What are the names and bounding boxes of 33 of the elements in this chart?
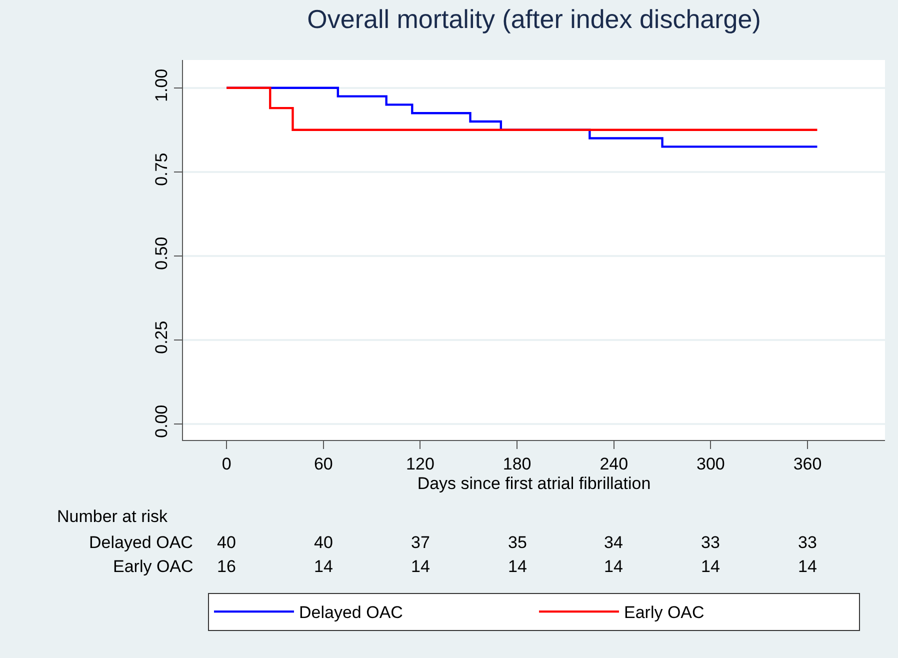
x-tick-label: 300: [696, 454, 725, 474]
text: 14: [798, 557, 817, 576]
text: 40: [314, 533, 333, 552]
text: 34: [604, 533, 623, 552]
y-tick-label: 0.75: [152, 152, 172, 186]
text: Delayed OAC: [89, 533, 193, 552]
y-tick-label: 0.00: [152, 404, 172, 438]
x-tick-label: 60: [314, 454, 333, 474]
text: 14: [314, 557, 333, 576]
text: 35: [508, 533, 527, 552]
legend-label: Delayed OAC: [299, 603, 403, 622]
text: 14: [604, 557, 623, 576]
y-tick-label: 1.00: [152, 68, 172, 102]
text: 14: [411, 557, 430, 576]
x-tick-label: 120: [406, 454, 434, 474]
x-tick-label: 180: [502, 454, 532, 474]
text: 16: [217, 557, 236, 576]
x-tick-label: 360: [793, 454, 822, 474]
text: 37: [411, 533, 430, 552]
legend-label: Early OAC: [624, 603, 704, 622]
x-axis-title: Days since first atrial fibrillation: [417, 474, 651, 493]
y-tick-label: 0.50: [152, 236, 172, 270]
text: Number at risk: [57, 507, 168, 526]
text: 33: [701, 533, 720, 552]
text: 33: [798, 533, 817, 552]
chart-title: Overall mortality (after index discharge): [307, 4, 761, 34]
text: Early OAC: [113, 557, 194, 576]
text: 14: [508, 557, 527, 576]
y-tick-label: 0.25: [152, 320, 172, 354]
text: 14: [701, 557, 720, 576]
x-tick-label: 240: [600, 454, 628, 474]
text: 40: [217, 533, 236, 552]
x-tick-label: 0: [222, 454, 232, 474]
